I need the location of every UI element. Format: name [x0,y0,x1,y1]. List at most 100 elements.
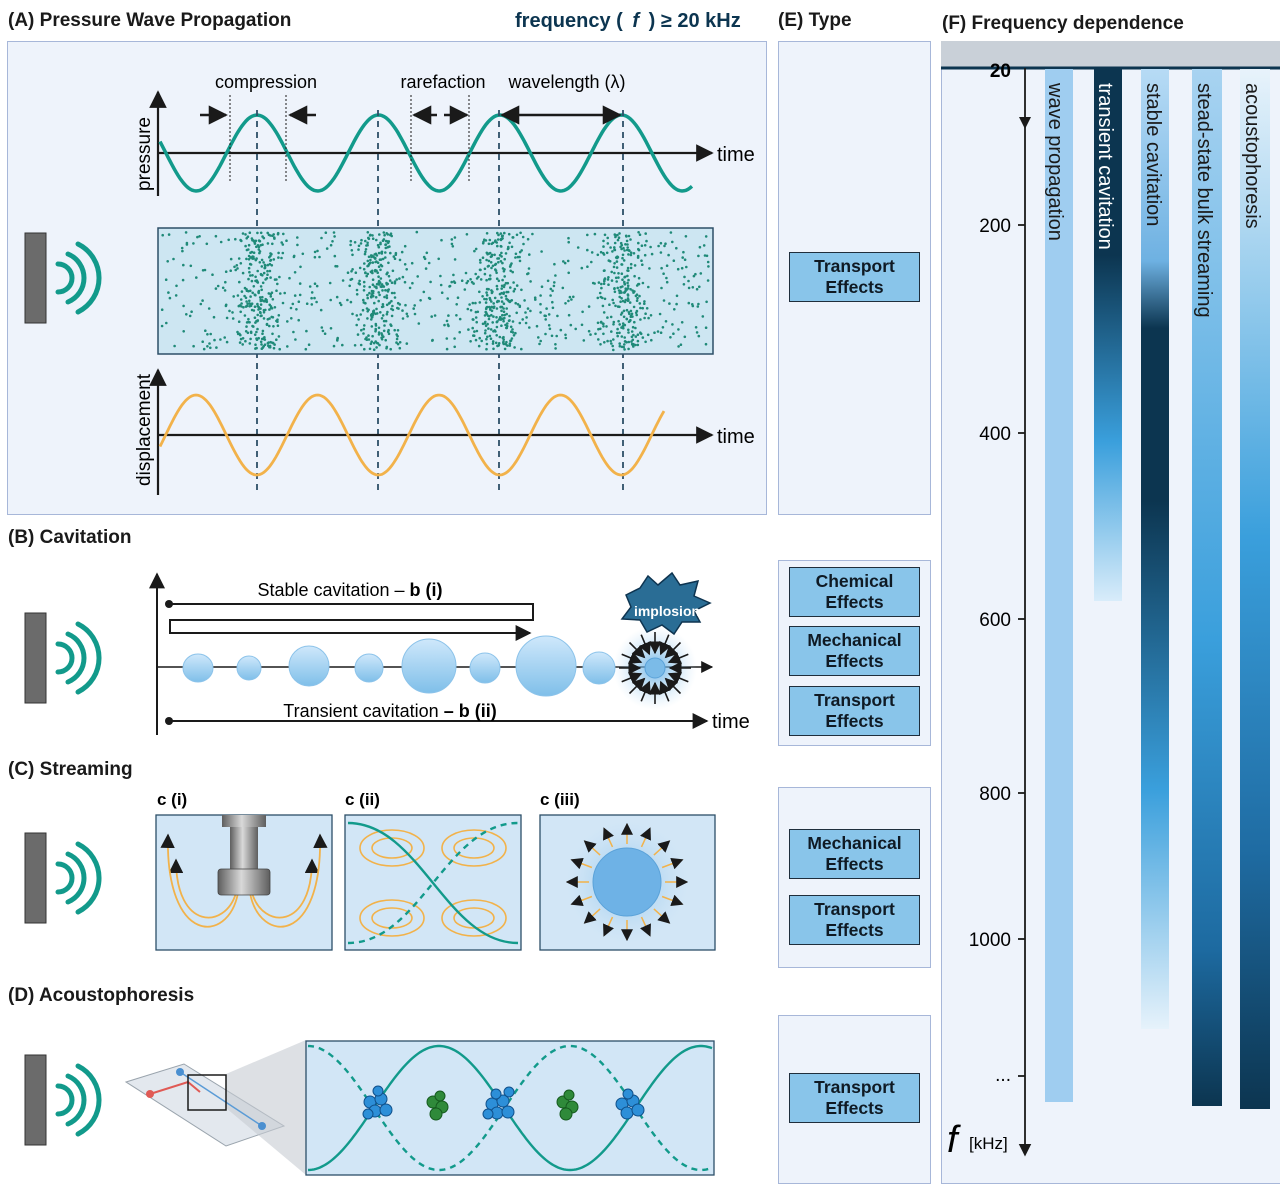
particle-dot [380,317,384,320]
particle-dot [173,344,176,348]
particle-dot [485,287,489,291]
particle-dot [706,279,710,282]
particle-dot [376,342,380,345]
particle-dot [381,289,384,292]
particle-dot [485,293,489,297]
particle-dot [527,267,531,270]
particle-dot [520,288,523,292]
particle-dot [382,231,386,234]
particle-dot [257,248,261,251]
particle-dot [249,289,252,293]
particle-dot [227,238,230,242]
particle-dot [624,289,627,293]
particle-dot [580,266,584,270]
particle-dot [625,308,629,312]
particle-dot [256,269,260,273]
bar-wave-propagation [1045,69,1073,1102]
particle-dot [619,313,623,316]
particle-dot [500,291,503,295]
particle-dot [269,295,273,298]
particle-dot [623,323,627,327]
particle-dot [529,280,532,283]
particle-dot [486,252,489,256]
particle-dot [249,331,253,335]
particle-dot [623,336,626,339]
particle-dot [401,309,404,312]
particle-dot [382,319,386,323]
particle-dot [629,262,633,266]
particle-dot [240,290,244,293]
particle-dot [641,306,644,310]
particle-dot [249,251,252,254]
particle-dot [292,254,296,258]
particle-dot [625,239,629,243]
particle-dot [198,235,201,238]
particle-dot [620,247,623,251]
particle-dot [684,235,688,238]
particle-dot [492,305,496,309]
particle-dot [234,268,237,272]
particle-dot [463,288,467,291]
particle-dot [501,278,504,282]
particle-dot [533,296,537,300]
particle-dot [239,337,243,341]
particle-dot [305,329,308,333]
particle-dot [618,323,621,326]
particle-dot [318,255,321,259]
particle-dot [259,340,263,344]
particle-dot [612,265,616,269]
particle-dot [586,248,589,252]
particle-dot [632,305,636,309]
particle-dot [620,297,623,300]
particle-dot [196,235,199,239]
particle-dot [351,312,354,316]
particle-dot [639,306,642,310]
particle-dot [612,320,616,324]
particle-dot [619,241,623,245]
particle-dot [667,253,670,257]
particle-dot [469,309,473,312]
particle-dot [495,316,498,319]
particle-dot [506,281,510,285]
particle-dot [484,320,487,324]
particle-dot [562,260,565,263]
particle-dot [603,279,606,283]
particle-dot [167,233,171,236]
particle-dot [201,340,204,344]
frequency-axis-arrowhead [1019,117,1031,129]
particle-dot [538,342,541,346]
particle-dot [374,330,377,333]
particle-dot [375,312,379,315]
particle-dot [633,264,637,267]
particle-dot [618,331,621,335]
particle-dot [259,231,263,235]
particle-dot [629,288,632,291]
particle-dot [385,294,389,297]
particle-dot [204,329,207,333]
particle-dot [621,285,624,288]
particle-dot [627,347,630,351]
particle-dot [277,256,280,259]
particle-dot [627,234,631,238]
particle-dot [622,315,626,319]
particle-dot [556,314,559,318]
particle-dot [602,332,605,336]
particle-dot [362,332,365,335]
particle-dot [502,307,505,310]
particle-dot [383,295,386,299]
particle-dot [371,261,375,264]
particle-dot [181,249,184,253]
particle-dot [503,275,507,278]
chip-main-channel [179,1071,263,1127]
particle-dot [192,242,195,245]
particle-dot [281,251,285,255]
particle-dot [247,243,251,247]
implosion-arrow [621,651,643,664]
particle-dot [705,300,708,304]
particle-dot [554,347,557,350]
particle-dot [474,316,478,319]
particle-dot [374,296,378,299]
particle-dot [544,318,547,321]
particle-dot [254,293,257,297]
particle-dot [617,236,621,239]
